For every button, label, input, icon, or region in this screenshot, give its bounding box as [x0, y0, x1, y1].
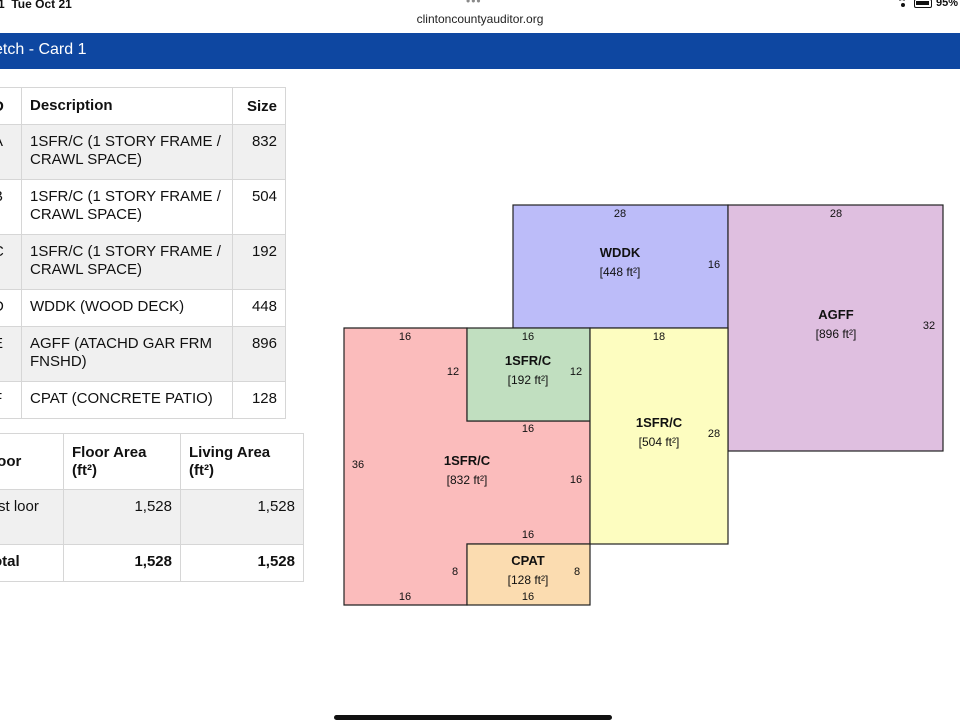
- page-title: etch - Card 1: [0, 41, 87, 58]
- table-row: rst loor 1,528 1,528: [0, 489, 304, 545]
- dim-sfr192-right: 12: [570, 366, 582, 378]
- row-description: 1SFR/C (1 STORY FRAME / CRAWL SPACE): [21, 234, 233, 290]
- more-dots-icon[interactable]: •••: [466, 0, 482, 8]
- dim-cpat-bottom: 16: [522, 591, 534, 603]
- dim-wddk-top: 28: [614, 208, 626, 220]
- dim-sfr832-bottom: 16: [399, 591, 411, 603]
- dim-cpat-right: 8: [574, 566, 580, 578]
- dim-sfr504-right: 28: [708, 428, 720, 440]
- dim-cpat-left: 8: [452, 566, 458, 578]
- table-row: F CPAT (CONCRETE PATIO) 128: [0, 381, 286, 419]
- area-name-agff: AGFF: [818, 307, 853, 322]
- dim-agff-top: 28: [830, 208, 842, 220]
- floor-summary-table: loor Floor Area (ft²) Living Area (ft²) …: [0, 433, 304, 582]
- battery-percent: 95%: [935, 0, 958, 9]
- row-size: 832: [232, 124, 286, 180]
- row-size: 192: [232, 234, 286, 290]
- area-name-sfr-832: 1SFR/C: [444, 453, 491, 468]
- table-row: B 1SFR/C (1 STORY FRAME / CRAWL SPACE) 5…: [0, 179, 286, 235]
- status-bar: 1 Tue Oct 21 ••• clintoncountyauditor.or…: [0, 0, 960, 33]
- home-indicator[interactable]: [334, 715, 612, 720]
- row-size: 128: [232, 381, 286, 419]
- sketch-area-wddk[interactable]: [512, 204, 729, 329]
- sketch-area-sfr-504[interactable]: [589, 327, 729, 545]
- row-total-floor-area: 1,528: [63, 544, 181, 582]
- row-description: 1SFR/C (1 STORY FRAME / CRAWL SPACE): [21, 179, 233, 235]
- table-row-total: otal 1,528 1,528: [0, 544, 304, 582]
- battery-icon: [913, 0, 932, 8]
- column-header-description: Description: [21, 87, 233, 125]
- area-size-wddk: [448 ft²]: [600, 265, 641, 279]
- dim-sfr192-left: 12: [447, 366, 459, 378]
- dim-sfr192-bottom: 16: [522, 423, 534, 435]
- dim-sfr192-top: 16: [522, 331, 534, 343]
- row-floor-label: rst loor: [0, 489, 64, 545]
- table-row: A 1SFR/C (1 STORY FRAME / CRAWL SPACE) 8…: [0, 124, 286, 180]
- dim-agff-right: 32: [923, 320, 935, 332]
- row-id: E: [0, 326, 22, 382]
- area-name-sfr-504: 1SFR/C: [636, 415, 683, 430]
- dim-sfr832-right: 16: [570, 474, 582, 486]
- area-name-sfr-192: 1SFR/C: [505, 353, 552, 368]
- status-time: 1 Tue Oct 21: [0, 0, 72, 11]
- table-row: E AGFF (ATACHD GAR FRM FNSHD) 896: [0, 326, 286, 382]
- page-header: etch - Card 1: [0, 33, 960, 69]
- wifi-icon: [896, 0, 910, 8]
- status-indicators: 95%: [896, 0, 958, 9]
- sketch-areas-table: D Description Size A 1SFR/C (1 STORY FRA…: [0, 87, 286, 419]
- address-bar-url[interactable]: clintoncountyauditor.org: [416, 12, 544, 26]
- dim-cpat-top: 16: [522, 529, 534, 541]
- row-size: 504: [232, 179, 286, 235]
- table-row: C 1SFR/C (1 STORY FRAME / CRAWL SPACE) 1…: [0, 234, 286, 290]
- area-size-sfr-192: [192 ft²]: [508, 373, 549, 387]
- dim-sfr832-left: 36: [352, 459, 364, 471]
- area-name-wddk: WDDK: [600, 245, 641, 260]
- row-total-living-area: 1,528: [180, 544, 304, 582]
- row-description: AGFF (ATACHD GAR FRM FNSHD): [21, 326, 233, 382]
- row-description: CPAT (CONCRETE PATIO): [21, 381, 233, 419]
- row-floor-area: 1,528: [63, 489, 181, 545]
- area-name-cpat: CPAT: [511, 553, 545, 568]
- dim-sfr832-top: 16: [399, 331, 411, 343]
- row-description: 1SFR/C (1 STORY FRAME / CRAWL SPACE): [21, 124, 233, 180]
- area-size-sfr-504: [504 ft²]: [639, 435, 680, 449]
- sketch-area-cpat[interactable]: [466, 543, 591, 606]
- dim-wddk-right: 16: [708, 259, 720, 271]
- area-size-agff: [896 ft²]: [816, 327, 857, 341]
- column-header-living-area: Living Area (ft²): [180, 433, 304, 490]
- sketch-area-sfr-192[interactable]: [466, 327, 591, 422]
- column-header-floor-area: Floor Area (ft²): [63, 433, 181, 490]
- dim-sfr504-top: 18: [653, 331, 665, 343]
- row-size: 896: [232, 326, 286, 382]
- row-description: WDDK (WOOD DECK): [21, 289, 233, 327]
- area-size-sfr-832: [832 ft²]: [447, 473, 488, 487]
- area-size-cpat: [128 ft²]: [508, 573, 549, 587]
